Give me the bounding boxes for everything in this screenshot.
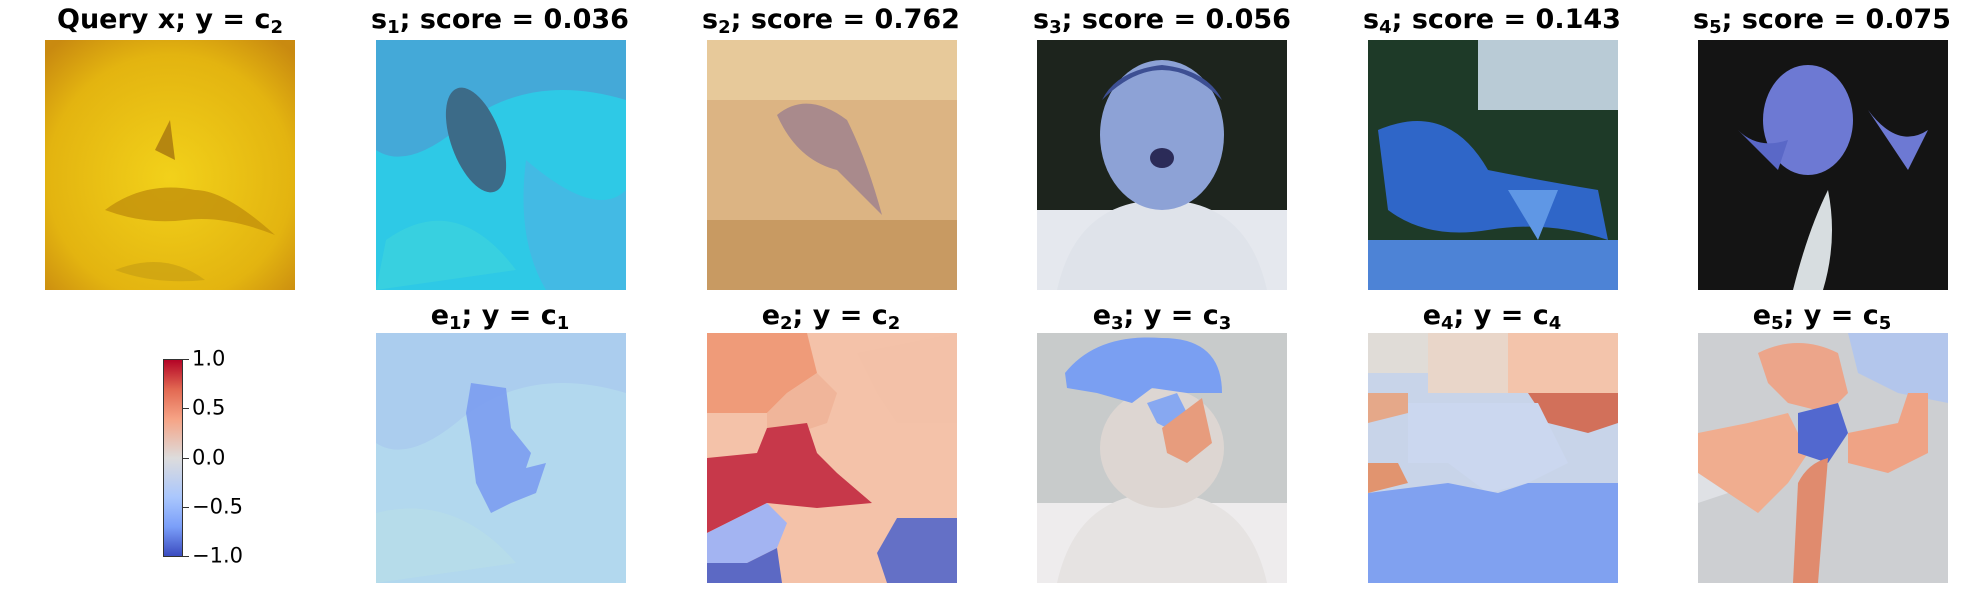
query-dolphin-icon	[45, 40, 295, 290]
sample-image-2	[707, 40, 957, 290]
score-title-2: s2; score = 0.762	[702, 4, 960, 38]
sample-image-1	[376, 40, 626, 290]
expl-title-1: e1; y = c1	[430, 300, 570, 334]
colorbar-label: 0.5	[192, 395, 226, 420]
score-title-3: s3; score = 0.056	[1033, 4, 1291, 38]
colorbar-tick	[183, 458, 189, 459]
score-title-4: s4; score = 0.143	[1363, 4, 1621, 38]
colorbar-label: −1.0	[192, 543, 243, 568]
query-title: Query x; y = c2	[57, 4, 283, 38]
colorbar-tick	[183, 556, 189, 557]
sample-image-3	[1037, 40, 1287, 290]
colorbar-label: −0.5	[192, 494, 243, 519]
explanation-map-4	[1368, 333, 1618, 583]
explanation-3-heatmap-icon	[1037, 333, 1287, 583]
explanation-1-heatmap-icon	[376, 333, 626, 583]
explanation-map-5	[1698, 333, 1948, 583]
score-title-5: s5; score = 0.075	[1693, 4, 1951, 38]
sample-3-boy-icon	[1037, 40, 1287, 290]
sample-image-5	[1698, 40, 1948, 290]
explanation-map-3	[1037, 333, 1287, 583]
sample-image-4	[1368, 40, 1618, 290]
sample-2-dolphin-icon	[707, 40, 957, 290]
sample-4-animal-icon	[1368, 40, 1618, 290]
explanation-map-2	[707, 333, 957, 583]
expl-title-4: e4; y = c4	[1422, 300, 1562, 334]
expl-title-2: e2; y = c2	[761, 300, 901, 334]
query-image	[45, 40, 295, 290]
expl-title-3: e3; y = c3	[1092, 300, 1232, 334]
score-title-1: s1; score = 0.036	[371, 4, 629, 38]
colorbar-tick	[183, 507, 189, 508]
colorbar-tick	[183, 359, 189, 360]
explanation-map-1	[376, 333, 626, 583]
expl-title-5: e5; y = c5	[1752, 300, 1892, 334]
sample-5-person-icon	[1698, 40, 1948, 290]
colorbar	[163, 359, 183, 557]
colorbar-label: 1.0	[192, 346, 226, 371]
colorbar-tick	[183, 408, 189, 409]
explanation-5-heatmap-icon	[1698, 333, 1948, 583]
sample-1-dolphin-icon	[376, 40, 626, 290]
explanation-2-heatmap-icon	[707, 333, 957, 583]
colorbar-label: 0.0	[192, 445, 226, 470]
explanation-4-heatmap-icon	[1368, 333, 1618, 583]
